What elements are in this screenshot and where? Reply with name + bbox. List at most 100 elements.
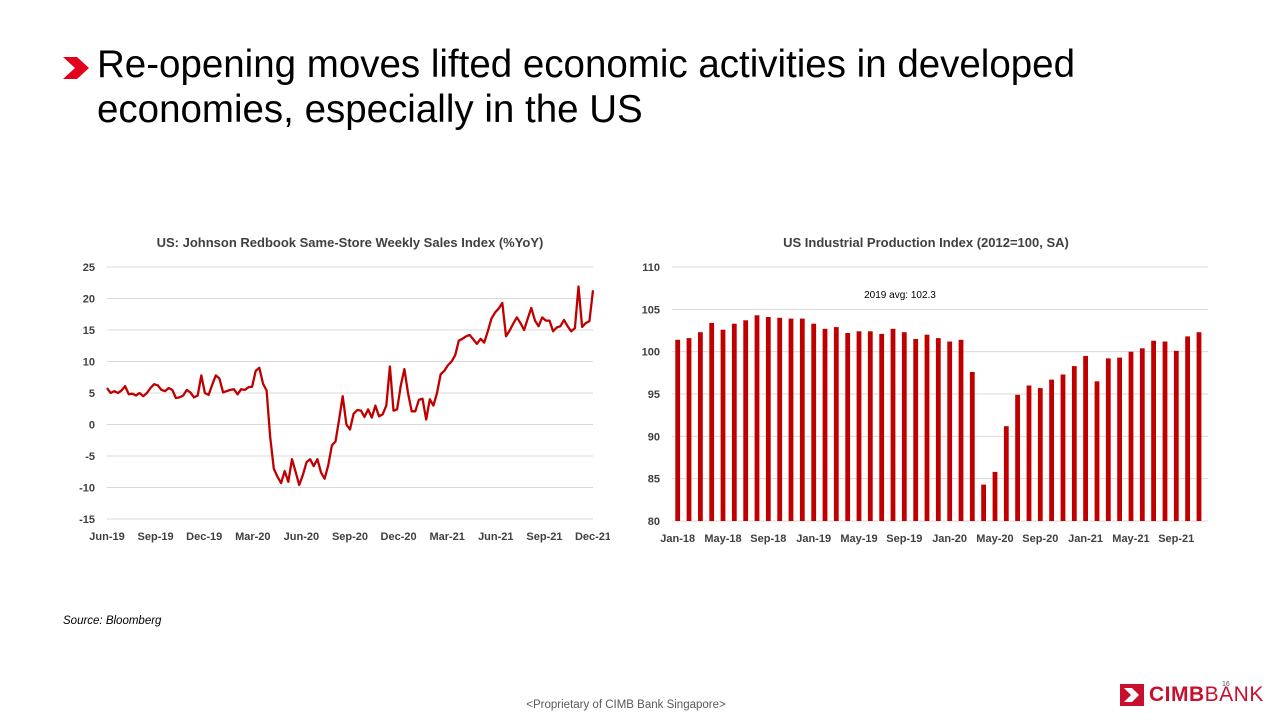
bar (879, 333, 885, 521)
bar (924, 334, 930, 521)
bar (731, 323, 737, 521)
bar (958, 339, 964, 521)
y-tick-label: 15 (83, 325, 95, 337)
bar (969, 372, 975, 521)
bar (947, 341, 953, 521)
bar (1037, 388, 1043, 521)
annotation-2019-avg: 2019 avg: 102.3 (864, 290, 936, 301)
y-tick-label: -10 (79, 483, 95, 495)
series-line (106, 285, 595, 487)
bar (743, 320, 749, 521)
y-tick-label: 5 (89, 388, 95, 400)
x-tick-label: May-20 (976, 533, 1013, 545)
x-tick-label: Jan-19 (796, 533, 831, 545)
y-tick-label: 20 (83, 294, 95, 306)
slide-title: Re-opening moves lifted economic activit… (97, 43, 1076, 131)
bar (981, 484, 986, 521)
y-tick-label: 105 (642, 304, 660, 316)
chart-title: US Industrial Production Index (2012=100… (783, 235, 1069, 250)
bar (799, 318, 805, 521)
x-tick-label: Jun-21 (478, 531, 513, 543)
bar (935, 338, 941, 521)
y-tick-label: 100 (642, 347, 660, 359)
bar (765, 317, 771, 521)
logo-text-bank: BANK (1204, 683, 1264, 706)
bar (1060, 374, 1066, 521)
cimb-logo: CIMBBANK (1120, 683, 1264, 707)
bar (698, 332, 703, 521)
x-tick-label: Sep-19 (886, 533, 922, 545)
bar (1139, 348, 1145, 521)
x-tick-label: May-19 (840, 533, 877, 545)
x-tick-label: Jun-19 (89, 531, 124, 543)
x-tick-label: May-21 (1112, 533, 1149, 545)
bar (777, 317, 783, 521)
x-tick-label: Sep-21 (1158, 533, 1194, 545)
bar (1071, 366, 1077, 521)
logo-wordmark: CIMBBANK (1149, 684, 1264, 706)
source-note: Source: Bloomberg (63, 615, 162, 627)
x-tick-label: Sep-19 (138, 531, 174, 543)
y-tick-label: 80 (648, 516, 660, 528)
x-tick-label: Jan-20 (932, 533, 967, 545)
y-tick-label: 25 (83, 262, 95, 274)
bar (754, 315, 760, 521)
x-tick-label: May-18 (704, 533, 741, 545)
bar (720, 329, 726, 521)
industrial-production-bar-chart: US Industrial Production Index (2012=100… (642, 235, 1208, 545)
x-tick-label: Sep-20 (1022, 533, 1058, 545)
y-tick-label: 110 (642, 262, 660, 274)
x-tick-label: Dec-19 (186, 531, 222, 543)
bar (992, 471, 998, 521)
bar (901, 332, 907, 521)
x-tick-label: Dec-21 (575, 531, 610, 543)
bar (1185, 336, 1190, 521)
x-tick-label: Dec-20 (381, 531, 417, 543)
x-tick-label: Jun-20 (284, 531, 319, 543)
y-tick-label: 90 (648, 431, 660, 443)
chart-title: US: Johnson Redbook Same-Store Weekly Sa… (157, 235, 544, 250)
bar (845, 333, 851, 521)
bar (1083, 355, 1088, 521)
y-tick-label: -15 (79, 514, 95, 526)
bar (686, 338, 692, 521)
bar (867, 331, 873, 521)
x-tick-label: Sep-20 (332, 531, 368, 543)
bar (833, 327, 839, 521)
bar (1117, 357, 1122, 521)
bar (675, 339, 681, 521)
y-tick-label: 85 (648, 474, 660, 486)
cimb-logo-icon (1120, 684, 1144, 706)
bar (822, 328, 828, 521)
page-number: 16 (1222, 681, 1230, 688)
x-tick-label: Mar-21 (429, 531, 464, 543)
bar (1105, 358, 1111, 521)
bar (1015, 394, 1020, 521)
y-tick-label: 10 (83, 357, 95, 369)
y-tick-label: -5 (85, 451, 95, 463)
chevron-right-icon (63, 57, 89, 79)
bar (1196, 332, 1202, 521)
x-tick-label: Jan-21 (1068, 533, 1103, 545)
bar (1151, 340, 1156, 521)
bar (1003, 426, 1009, 521)
bar (1128, 351, 1134, 521)
bar (788, 318, 794, 521)
bar (1173, 350, 1179, 521)
y-tick-label: 0 (89, 420, 95, 432)
footer-proprietary: <Proprietary of CIMB Bank Singapore> (526, 699, 726, 711)
redbook-sales-line-chart: US: Johnson Redbook Same-Store Weekly Sa… (79, 235, 610, 543)
x-tick-label: Jan-18 (660, 533, 695, 545)
x-tick-label: Sep-21 (526, 531, 562, 543)
bar (1094, 381, 1100, 521)
bar (913, 339, 919, 521)
x-tick-label: Sep-18 (750, 533, 786, 545)
y-tick-label: 95 (648, 389, 660, 401)
bar (890, 328, 896, 521)
bar (811, 323, 817, 521)
bar (709, 322, 715, 521)
bar (856, 331, 862, 521)
bar (1026, 385, 1032, 521)
logo-text-cimb: CIMB (1149, 683, 1205, 706)
bar (1162, 341, 1168, 521)
